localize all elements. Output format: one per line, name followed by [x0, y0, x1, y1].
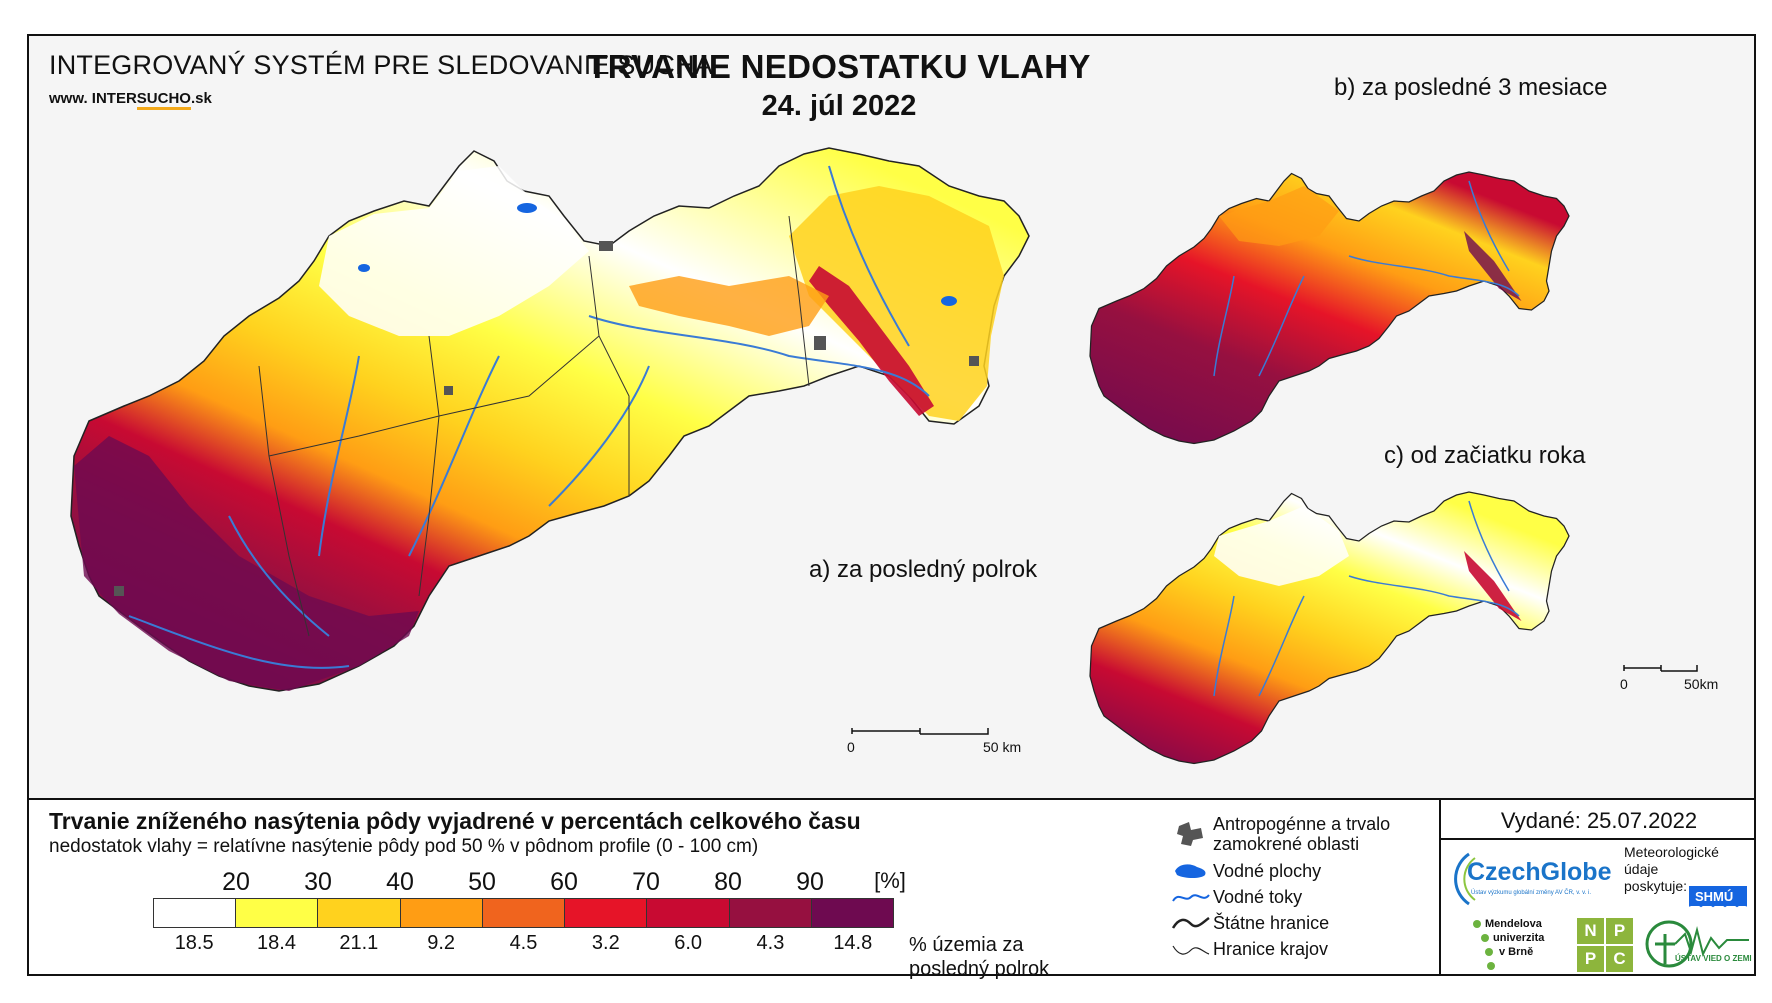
threshold-label: 40 [386, 868, 414, 896]
nppc-letter: C [1606, 946, 1633, 972]
legend-class-7 [729, 899, 812, 927]
uvz-logo: ÚSTAV VIED O ZEMI [1645, 914, 1752, 972]
legend-class-0 [154, 899, 237, 927]
shmu-logo: SHMÚ [1688, 880, 1748, 910]
symbol-row-anthropogenic: Antropogénne a trvalo zamokrené oblasti [1169, 810, 1469, 858]
scale-bar-a [851, 728, 989, 735]
website-highlight: SUCHO [136, 90, 191, 110]
issued-date: Vydané: 25.07.2022 [1500, 808, 1698, 833]
legend-title: Trvanie zníženého nasýtenia pôdy vyjadre… [49, 808, 861, 834]
symbol-label: Vodné toky [1213, 887, 1303, 907]
scale-a-end: 50 km [983, 739, 1022, 755]
threshold-unit: [%] [874, 868, 906, 893]
legend-shares: 18.5 18.4 21.1 9.2 4.5 3.2 6.0 4.3 14.8 [153, 932, 894, 955]
map-panel-a [70, 147, 1030, 692]
symbol-label: Vodné plochy [1213, 861, 1322, 881]
legend-class-3 [400, 899, 483, 927]
panel-b-label: b) za posledné 3 mesiace [1334, 74, 1608, 101]
nppc-letter: P [1606, 918, 1633, 944]
mendel-line-3: v Brně [1499, 946, 1534, 958]
threshold-label: 30 [304, 868, 332, 896]
mendel-line-1: Mendelova [1485, 918, 1542, 930]
class-share: 6.0 [674, 932, 703, 954]
legend-thresholds: 20 30 40 50 60 70 80 90 [%] [146, 868, 906, 898]
scale-bar-c [1623, 665, 1698, 672]
map-panel-b [1089, 171, 1570, 445]
class-share: 3.2 [591, 932, 620, 954]
threshold-label: 90 [796, 868, 824, 896]
nppc-logo: N P P C [1577, 918, 1633, 972]
symbol-row-region-border: Hranice krajov [1169, 936, 1469, 962]
scale-c-zero: 0 [1620, 676, 1628, 692]
czechglobe-sub: Ústav výzkumu globální změny AV ČR, v. v… [1471, 890, 1592, 896]
panel-c-label: c) od začiatku roka [1384, 442, 1586, 469]
legend-class-4 [482, 899, 566, 927]
czechglobe-name: CzechGlobe [1467, 858, 1612, 886]
state-border-icon [1169, 911, 1213, 935]
class-share: 14.8 [833, 932, 873, 954]
legend-class-8 [811, 899, 893, 927]
map-panel-c [1089, 491, 1570, 765]
website-prefix: www. INTER [49, 90, 137, 107]
main-date: 24. júl 2022 [761, 90, 917, 122]
shmu-name: SHMÚ [1695, 889, 1734, 904]
symbol-label: Antropogénne a trvalo zamokrené oblasti [1213, 814, 1391, 854]
scale-a-zero: 0 [847, 739, 855, 755]
meteo-provider-text: Meteorologické údaje poskytuje: [1624, 844, 1719, 894]
threshold-label: 20 [222, 868, 250, 896]
threshold-label: 80 [714, 868, 742, 896]
symbol-row-river: Vodné toky [1169, 884, 1469, 910]
class-share: 4.5 [509, 932, 538, 954]
map-frame: INTEGROVANÝ SYSTÉM PRE SLEDOVANIE SUCHA … [27, 34, 1756, 980]
mendel-logo: Mendelova univerzita v Brně [1469, 916, 1569, 972]
symbol-label: Štátne hranice [1213, 913, 1330, 933]
issued-separator [1441, 838, 1754, 840]
symbol-legend: Antropogénne a trvalo zamokrené oblasti … [1169, 810, 1469, 962]
threshold-label: 60 [550, 868, 578, 896]
symbol-row-water: Vodné plochy [1169, 858, 1469, 884]
mendel-line-2: univerzita [1493, 932, 1545, 944]
legend-class-5 [565, 899, 648, 927]
river-icon [1169, 885, 1213, 909]
symbol-label: Hranice krajov [1213, 939, 1329, 959]
main-title: TRVANIE NEDOSTATKU VLAHY [587, 48, 1091, 85]
class-share: 18.5 [174, 932, 214, 954]
class-share: 9.2 [427, 932, 456, 954]
class-share: 18.4 [257, 932, 296, 954]
threshold-label: 70 [632, 868, 660, 896]
legend-class-1 [236, 899, 319, 927]
nppc-letter: N [1577, 918, 1604, 944]
scale-c-end: 50km [1684, 676, 1719, 692]
share-unit: % územia za posledný polrok [909, 934, 1050, 980]
threshold-label: 50 [468, 868, 496, 896]
nppc-letter: P [1577, 946, 1604, 972]
uvz-name: ÚSTAV VIED O ZEMI [1675, 954, 1752, 963]
website-link[interactable]: www. INTERSUCHO.sk [49, 90, 212, 110]
map-canvas [70, 147, 1698, 765]
website-suffix: .sk [190, 90, 212, 107]
legend-subtitle: nedostatok vlahy = relatívne nasýtenie p… [49, 836, 759, 857]
legend-divider [1439, 800, 1441, 974]
symbol-row-state-border: Štátne hranice [1169, 910, 1469, 936]
legend-class-6 [647, 899, 730, 927]
anthropogenic-area-icon [1169, 822, 1213, 846]
panel-a-label: a) za posledný polrok [809, 556, 1038, 583]
czechglobe-logo: CzechGlobe Ústav výzkumu globální změny … [1449, 844, 1614, 914]
class-share: 21.1 [339, 932, 379, 954]
system-title: INTEGROVANÝ SYSTÉM PRE SLEDOVANIE SUCHA [49, 50, 713, 80]
legend-color-bar [153, 898, 894, 928]
water-body-icon [1169, 859, 1213, 883]
legend-class-2 [318, 899, 401, 927]
region-border-icon [1169, 937, 1213, 961]
map-area: INTEGROVANÝ SYSTÉM PRE SLEDOVANIE SUCHA … [29, 36, 1754, 798]
class-share: 4.3 [756, 932, 785, 954]
legend-area: Trvanie zníženého nasýtenia pôdy vyjadre… [29, 798, 1754, 980]
